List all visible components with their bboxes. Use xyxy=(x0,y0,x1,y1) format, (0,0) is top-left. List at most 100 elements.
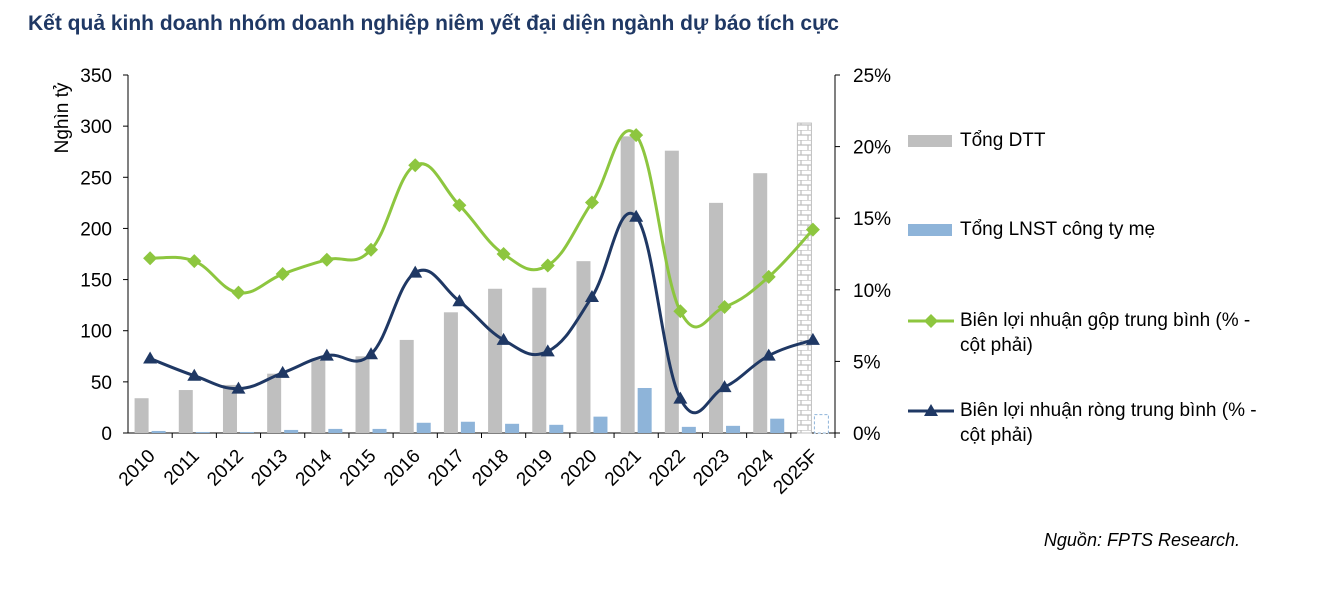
y-axis-label: Nghìn tỷ xyxy=(52,82,73,153)
x-tick-label: 2014 xyxy=(292,445,337,490)
x-tick-label: 2023 xyxy=(689,446,734,491)
marker xyxy=(496,332,511,345)
bar xyxy=(796,122,812,434)
bar xyxy=(134,398,149,433)
marker xyxy=(584,289,599,302)
x-tick-label: 2012 xyxy=(203,446,248,491)
marker xyxy=(143,251,158,266)
bar xyxy=(311,359,326,433)
source: Nguồn: FPTS Research. xyxy=(1043,530,1240,550)
marker xyxy=(364,347,379,360)
bar xyxy=(681,426,696,433)
marker xyxy=(761,269,776,284)
y2-tick-label: 5% xyxy=(853,352,881,373)
marker xyxy=(717,299,732,314)
x-tick-label: 2011 xyxy=(160,446,204,490)
y-tick-label: 50 xyxy=(91,373,112,394)
y-tick-label: 300 xyxy=(80,117,112,138)
x-tick-label: 2017 xyxy=(424,446,469,491)
bar xyxy=(151,430,166,433)
x-tick-label: 2010 xyxy=(115,446,160,491)
marker xyxy=(187,368,202,381)
marker xyxy=(319,348,334,361)
x-tick-label: 2021 xyxy=(601,446,646,491)
y2-tick-label: 0% xyxy=(853,424,881,445)
bar xyxy=(460,421,475,433)
x-tick-label: 2015 xyxy=(336,446,381,491)
legend-item: Biên lợi nhuận gộp trung bình (% - cột p… xyxy=(908,308,1288,358)
chart-title: Kết quả kinh doanh nhóm doanh nghiệp niê… xyxy=(28,12,839,35)
y-tick-label: 200 xyxy=(80,219,112,240)
bar xyxy=(813,414,829,434)
bar xyxy=(532,287,547,433)
y-tick-label: 100 xyxy=(80,322,112,343)
bar xyxy=(593,416,608,433)
legend-label: Biên lợi nhuận ròng trung bình (% - cột … xyxy=(960,400,1257,446)
marker xyxy=(143,351,158,364)
x-tick-label: 2016 xyxy=(380,446,425,491)
marker xyxy=(496,247,511,261)
marker xyxy=(275,267,290,282)
bar xyxy=(488,288,503,433)
marker xyxy=(761,348,776,361)
bar xyxy=(284,429,299,433)
y2-tick-label: 25% xyxy=(853,66,891,87)
legend-swatch xyxy=(908,314,954,328)
marker xyxy=(673,304,688,319)
bar xyxy=(637,387,652,433)
x-tick-label: 2022 xyxy=(645,446,690,491)
swatch xyxy=(908,135,952,147)
legend-label: Tổng LNST công ty mẹ xyxy=(960,219,1156,240)
marker xyxy=(452,294,467,307)
marker xyxy=(231,285,246,300)
marker xyxy=(673,391,688,404)
y2-tick-label: 20% xyxy=(853,138,891,159)
x-tick-label: 2013 xyxy=(247,446,292,491)
marker xyxy=(187,254,202,269)
marker xyxy=(629,209,644,222)
swatch-marker xyxy=(924,314,938,328)
bar xyxy=(328,428,343,433)
legend-item: Biên lợi nhuận ròng trung bình (% - cột … xyxy=(908,398,1288,448)
swatch xyxy=(908,224,952,236)
y2-tick-label: 15% xyxy=(853,209,891,230)
bar xyxy=(239,431,254,433)
x-tick-label: 2018 xyxy=(468,446,513,491)
marker xyxy=(717,380,732,393)
swatch-marker xyxy=(924,404,938,416)
marker xyxy=(319,252,334,267)
marker xyxy=(540,344,555,357)
bar xyxy=(753,173,768,434)
bar xyxy=(709,202,724,433)
y2-tick-label: 10% xyxy=(853,281,891,302)
legend-item: Tổng DTT xyxy=(908,128,1288,153)
x-tick-label: 2020 xyxy=(557,446,602,491)
x-tick-label: 2025F xyxy=(769,446,822,499)
legend-swatch xyxy=(908,135,952,147)
legend-label: Tổng DTT xyxy=(960,130,1046,151)
bar xyxy=(222,384,237,433)
bar xyxy=(443,312,458,433)
bar xyxy=(416,422,431,433)
bar xyxy=(267,373,282,433)
legend: Tổng DTT Tổng LNST công ty mẹ Biên lợi nhu… xyxy=(908,128,1288,448)
bar xyxy=(178,390,193,433)
bar xyxy=(505,423,520,433)
marker xyxy=(231,381,246,394)
legend-label: Biên lợi nhuận gộp trung bình (% - cột p… xyxy=(960,310,1251,356)
legend-swatch xyxy=(908,404,954,416)
bar xyxy=(770,418,785,433)
y-tick-label: 150 xyxy=(80,271,112,292)
marker xyxy=(805,332,820,345)
y-tick-label: 350 xyxy=(80,66,112,87)
marker xyxy=(408,265,423,278)
marker xyxy=(364,242,379,257)
y-tick-label: 0 xyxy=(101,424,112,445)
bar xyxy=(726,425,741,433)
bar xyxy=(576,261,591,433)
marker xyxy=(629,128,644,143)
bar xyxy=(549,424,564,433)
bar xyxy=(620,136,635,433)
